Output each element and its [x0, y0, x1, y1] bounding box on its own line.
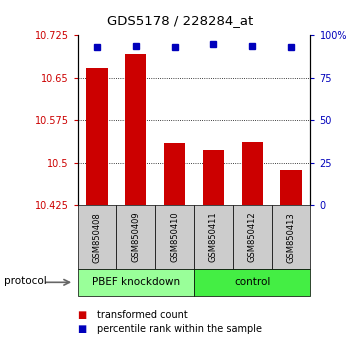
Text: GSM850409: GSM850409 [131, 212, 140, 263]
Text: ■: ■ [78, 324, 90, 334]
Bar [242, 142, 263, 205]
Text: percentile rank within the sample: percentile rank within the sample [97, 324, 262, 334]
Text: transformed count: transformed count [97, 310, 188, 320]
Bar [116, 205, 155, 269]
Text: protocol: protocol [4, 275, 46, 286]
Bar [271, 205, 310, 269]
Text: ■: ■ [78, 310, 90, 320]
Bar [78, 205, 116, 269]
Bar [164, 143, 185, 205]
Bar [155, 205, 194, 269]
Bar [86, 68, 108, 205]
Bar [125, 54, 147, 205]
Bar [203, 150, 224, 205]
Bar [194, 269, 310, 296]
Text: GSM850408: GSM850408 [92, 212, 101, 263]
Text: GSM850411: GSM850411 [209, 212, 218, 263]
Text: GDS5178 / 228284_at: GDS5178 / 228284_at [107, 14, 254, 27]
Text: control: control [234, 277, 270, 287]
Bar [194, 205, 233, 269]
Bar [78, 269, 194, 296]
Bar [233, 205, 271, 269]
Text: GSM850413: GSM850413 [287, 212, 296, 263]
Text: PBEF knockdown: PBEF knockdown [92, 277, 180, 287]
Text: GSM850410: GSM850410 [170, 212, 179, 263]
Text: GSM850412: GSM850412 [248, 212, 257, 263]
Bar [280, 170, 302, 205]
